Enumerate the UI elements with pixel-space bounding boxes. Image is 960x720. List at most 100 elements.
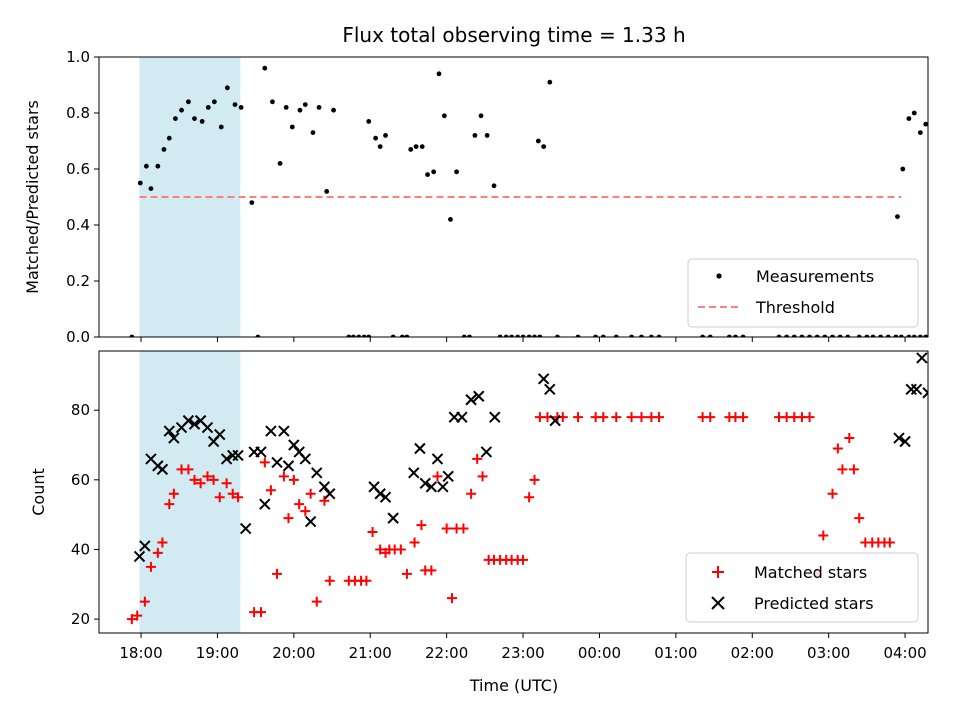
matched-stars-point <box>611 412 622 423</box>
measurement-point <box>898 334 904 337</box>
x-tick-label: 18:00 <box>119 644 162 662</box>
measurement-point <box>155 163 161 169</box>
legend-matched-label: Matched stars <box>754 563 867 582</box>
measurement-point <box>923 121 928 127</box>
y-tick-label: 0.2 <box>66 272 90 290</box>
measurement-point <box>346 334 352 337</box>
predicted-stars-point <box>182 414 195 427</box>
measurement-point <box>906 116 912 121</box>
predicted-stars-point <box>288 439 300 451</box>
measurement-point <box>814 334 820 337</box>
matched-stars-point <box>311 596 322 607</box>
measurement-point <box>425 172 430 178</box>
predicted-stars-point <box>282 460 295 472</box>
predicted-stars-point <box>387 512 399 524</box>
matched-stars-point <box>195 478 206 489</box>
predicted-stars-point <box>922 387 928 399</box>
predicted-stars-point <box>489 411 501 423</box>
predicted-stars-point <box>259 498 271 510</box>
measurement-point <box>864 334 870 337</box>
shaded-span <box>139 351 241 633</box>
measurement-point <box>547 79 553 85</box>
predicted-stars-point <box>271 456 283 469</box>
matched-stars-point <box>255 607 266 618</box>
predicted-stars-point <box>133 550 146 563</box>
predicted-stars-point <box>311 467 323 479</box>
measurement-point <box>404 334 410 337</box>
measurement-point <box>649 334 654 337</box>
predicted-stars-point <box>379 491 392 503</box>
top-plot-area <box>129 57 928 337</box>
x-tick-label: 02:00 <box>731 644 774 662</box>
measurement-point <box>515 334 521 337</box>
legend-threshold-label: Threshold <box>755 298 835 317</box>
matched-stars-point <box>837 464 848 475</box>
y-tick-label: 40 <box>71 540 90 558</box>
measurement-point <box>822 334 828 337</box>
predicted-stars-point <box>893 432 905 444</box>
measurement-point <box>262 65 268 71</box>
measurement-point <box>148 186 154 192</box>
x-tick-label: 01:00 <box>654 644 697 662</box>
measurement-point <box>454 169 459 175</box>
predicted-stars-point <box>544 383 556 396</box>
measurement-point <box>270 99 275 105</box>
predicted-stars-point <box>465 394 477 406</box>
matched-stars-point <box>466 488 477 499</box>
predicted-stars-point <box>304 515 317 528</box>
top-legend: Measurements Threshold <box>687 258 919 328</box>
measurement-point <box>399 334 405 337</box>
predicted-stars-point <box>168 432 180 444</box>
matched-stars-point <box>426 565 437 576</box>
measurement-point <box>185 99 191 105</box>
matched-stars-point <box>145 561 156 572</box>
matched-stars-point <box>139 596 150 607</box>
matched-stars-point <box>409 537 420 548</box>
predicted-stars-point <box>916 352 928 364</box>
measurement-point <box>478 113 484 119</box>
matched-stars-point <box>259 457 270 468</box>
matched-stars-point <box>848 464 859 475</box>
y-tick-label: 20 <box>71 610 90 628</box>
matched-stars-point <box>183 464 194 475</box>
matched-stars-point <box>432 471 443 482</box>
bottom-axes-frame <box>98 350 929 634</box>
matched-stars-point <box>233 492 244 503</box>
measurement-point <box>541 144 547 150</box>
predicted-stars-point <box>201 421 214 434</box>
matched-stars-point <box>705 412 716 423</box>
measurement-point <box>302 102 308 107</box>
measurement-point <box>310 130 316 136</box>
measurement-point <box>837 334 843 337</box>
measurement-point <box>707 334 713 337</box>
predicted-stars-point <box>437 481 449 493</box>
matched-stars-point <box>227 488 238 499</box>
measurement-point <box>740 334 746 337</box>
matched-stars-point <box>283 513 294 524</box>
measurement-point <box>484 133 490 138</box>
measurement-point <box>199 119 205 124</box>
measurement-point <box>173 116 178 121</box>
predicted-stars-point <box>299 453 312 465</box>
matched-stars-point <box>294 499 305 510</box>
predicted-stars-point <box>232 449 244 462</box>
matched-stars-point <box>278 471 289 482</box>
bottom-plot-area <box>126 351 928 633</box>
measurement-point <box>161 147 167 152</box>
matched-stars-point <box>832 443 843 454</box>
matched-stars-point <box>395 544 406 555</box>
x-tick-label: 22:00 <box>425 644 468 662</box>
matched-stars-point <box>367 527 378 538</box>
measurement-point <box>878 334 884 337</box>
measurement-point <box>356 334 362 337</box>
matched-stars-point <box>189 474 200 485</box>
predicted-stars-point <box>408 467 420 479</box>
top-x-ticks <box>140 337 906 342</box>
bottom-x-axis-label: Time (UTC) <box>469 676 558 695</box>
measurement-point <box>895 214 900 220</box>
measurement-point <box>166 135 172 141</box>
measurement-point <box>911 110 917 116</box>
measurement-point <box>366 334 372 337</box>
matched-stars-point <box>361 575 372 586</box>
matched-stars-point <box>202 471 213 482</box>
